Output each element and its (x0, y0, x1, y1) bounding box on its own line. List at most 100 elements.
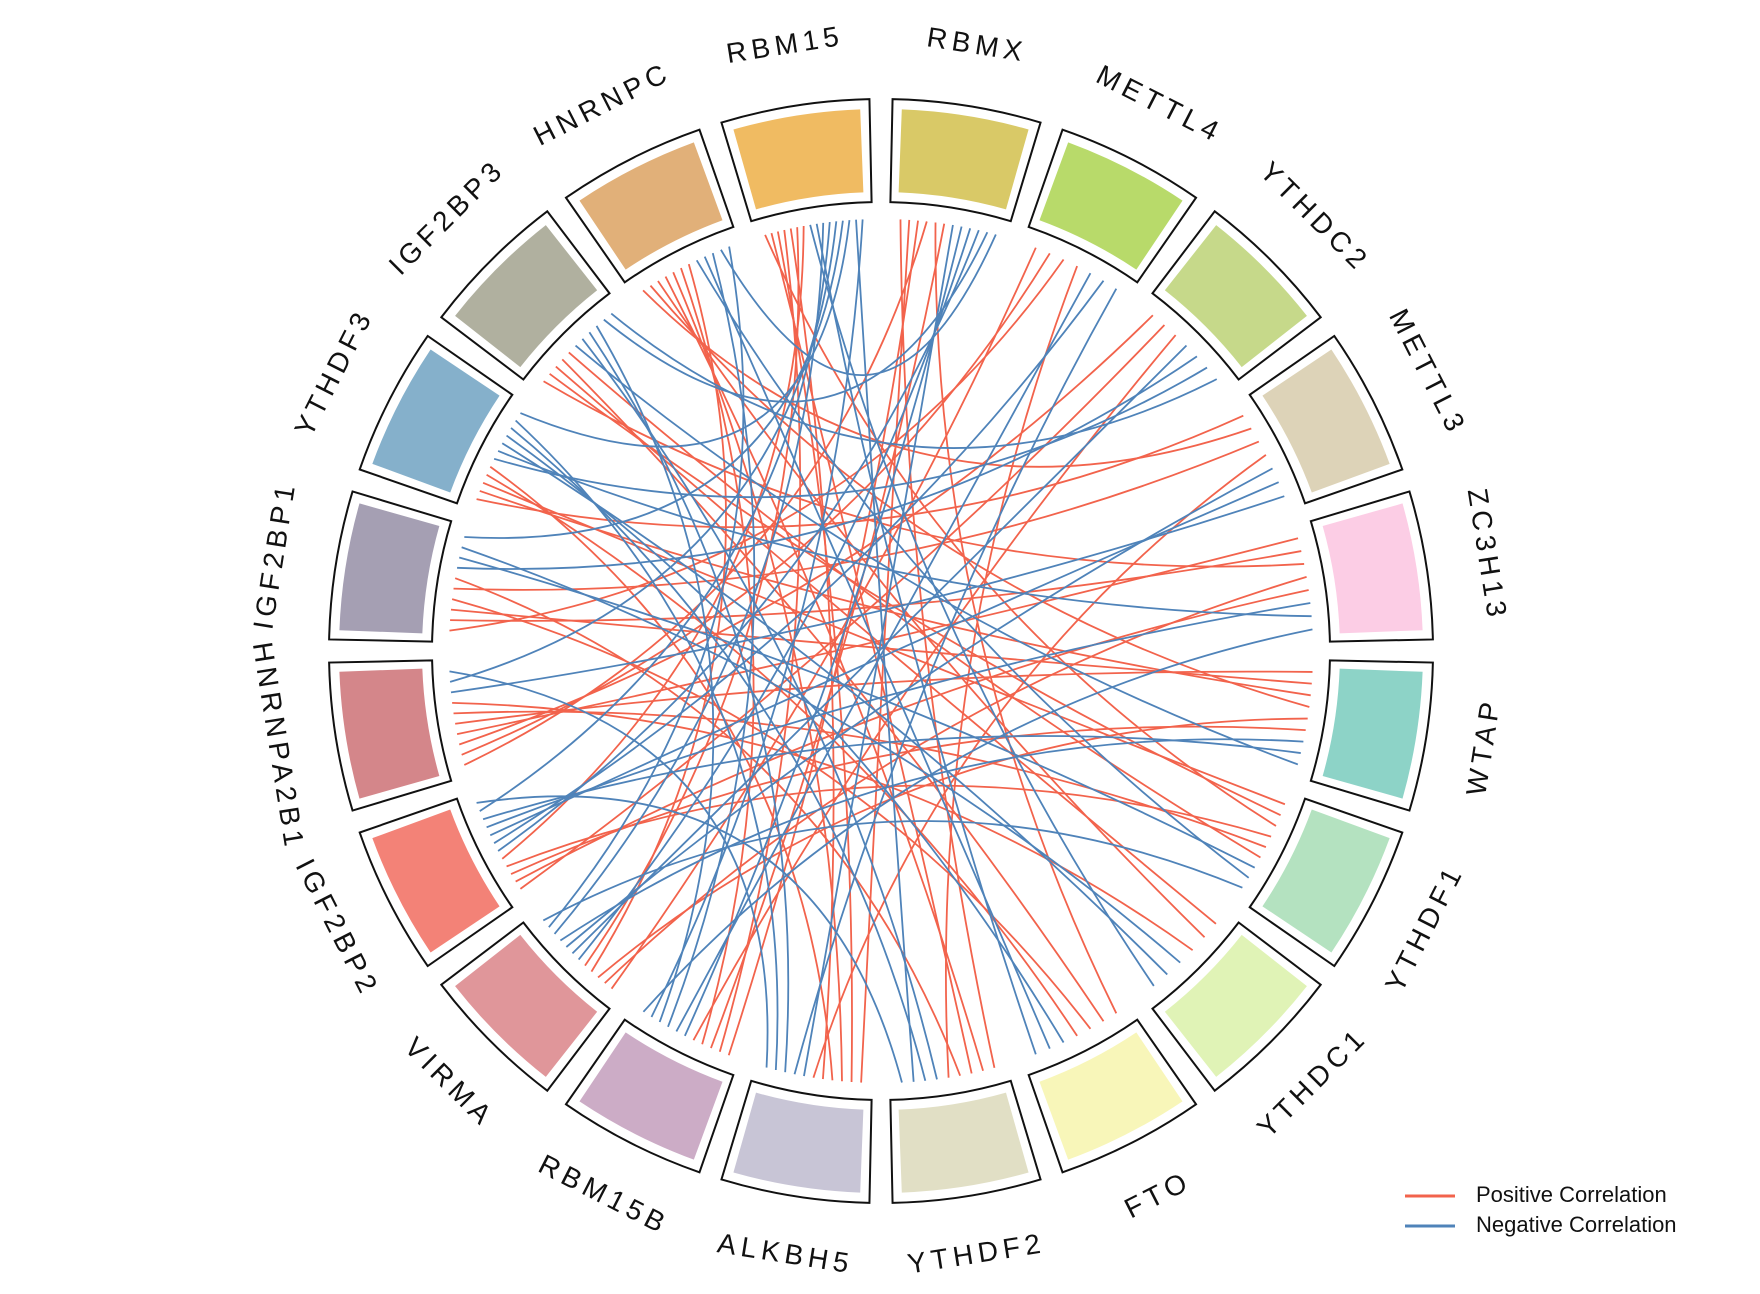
correlation-link (675, 272, 1092, 1032)
correlation-link (574, 344, 1299, 766)
correlation-link (649, 285, 1310, 708)
sector-outline (439, 209, 611, 381)
correlation-link (489, 465, 834, 1081)
correlation-link (458, 314, 1154, 746)
sector-outline (1151, 209, 1323, 381)
sector-label: YTHDF1 (1379, 859, 1470, 997)
sector-outline (564, 128, 735, 284)
correlation-link (451, 598, 1092, 1030)
sector-label: RBM15 (724, 20, 846, 69)
sector-outline (328, 490, 453, 643)
sector (1262, 809, 1390, 953)
sector-label: IGF2BP2 (290, 854, 386, 1002)
sector-outline (358, 334, 514, 505)
correlation-link (577, 228, 972, 961)
sector-label: YTHDF2 (905, 1227, 1047, 1279)
sector-outline (720, 98, 873, 223)
correlation-link (493, 366, 1208, 499)
sector-outline (1309, 490, 1434, 643)
correlation-link (793, 288, 1118, 1075)
sector-outline (328, 659, 453, 812)
correlation-link (565, 467, 1273, 948)
correlation-link (650, 219, 864, 1018)
sector-label: VIRMA (399, 1031, 501, 1133)
sector (339, 503, 440, 634)
correlation-link (454, 577, 961, 1077)
sector-label: YTHDC1 (1251, 1021, 1373, 1143)
correlation-link (543, 380, 1305, 568)
sector-label: ALKBH5 (715, 1227, 856, 1279)
correlation-link (695, 259, 1250, 879)
correlation-link (457, 355, 1198, 570)
correlation-link (657, 280, 1206, 938)
sector (1322, 668, 1423, 799)
sector-outline (1151, 921, 1323, 1093)
sector (733, 109, 864, 210)
correlation-link (461, 546, 1181, 964)
sector-label: METTL3 (1383, 304, 1473, 440)
correlation-link (672, 271, 843, 1082)
correlation-link (561, 358, 1105, 1022)
sector (1164, 934, 1307, 1077)
sector (455, 934, 598, 1077)
sector (898, 109, 1029, 210)
correlation-link (667, 252, 756, 1028)
correlation-link (450, 495, 1285, 694)
correlation-link (692, 334, 1177, 1041)
sector (1039, 142, 1183, 270)
sector-outline (889, 1079, 1042, 1204)
sector (372, 349, 500, 493)
sector-label: WTAP (1460, 695, 1506, 797)
correlation-link (486, 602, 1311, 829)
correlation-link (453, 710, 1267, 848)
sector (579, 1032, 723, 1160)
sector-label: HNRNPC (528, 56, 676, 152)
sector-outline (1309, 659, 1434, 812)
sector (1262, 349, 1390, 493)
sector-outline (1248, 334, 1404, 505)
sector-label: METTL4 (1092, 59, 1228, 149)
sector-outline (1248, 797, 1404, 968)
sector-outline (1027, 128, 1198, 284)
correlation-link (476, 795, 903, 1083)
sector-label: FTO (1119, 1165, 1196, 1225)
sector-label: IGF2BP3 (383, 153, 511, 281)
correlation-link (559, 738, 1304, 942)
correlation-link (815, 223, 1037, 1055)
sector-label: YTHDF3 (288, 303, 379, 441)
correlation-link (497, 450, 1312, 618)
sector (579, 142, 723, 270)
correlation-link (855, 219, 915, 1082)
correlation-link (520, 220, 851, 448)
correlation-link (812, 454, 1267, 1078)
sector (1322, 503, 1423, 634)
sector-label: YTHDC2 (1254, 156, 1376, 278)
sector (1164, 225, 1307, 368)
correlation-link (449, 670, 769, 1068)
sector-outline (889, 98, 1042, 223)
correlation-link (789, 228, 835, 1080)
correlation-link (703, 256, 1051, 1050)
correlation-link (899, 219, 996, 1069)
correlation-link (542, 820, 1243, 922)
correlation-link (603, 231, 989, 403)
correlation-link (610, 312, 1218, 449)
legend-label: Positive Correlation (1476, 1182, 1667, 1207)
correlation-link (684, 226, 963, 1037)
correlation-link (449, 221, 838, 683)
links (449, 219, 1313, 1083)
correlation-link (493, 280, 1105, 844)
sector-label: RBM15B (534, 1148, 675, 1240)
correlation-link (934, 222, 1118, 1014)
sector-outline (439, 921, 611, 1093)
correlation-link (548, 246, 745, 928)
correlation-link (809, 224, 1155, 987)
sector-outline (720, 1079, 873, 1204)
correlation-link (515, 419, 779, 1071)
sector-label: IGF2BP1 (247, 478, 301, 631)
sector (1039, 1032, 1183, 1160)
sector (339, 668, 440, 799)
correlation-link (482, 735, 1301, 821)
